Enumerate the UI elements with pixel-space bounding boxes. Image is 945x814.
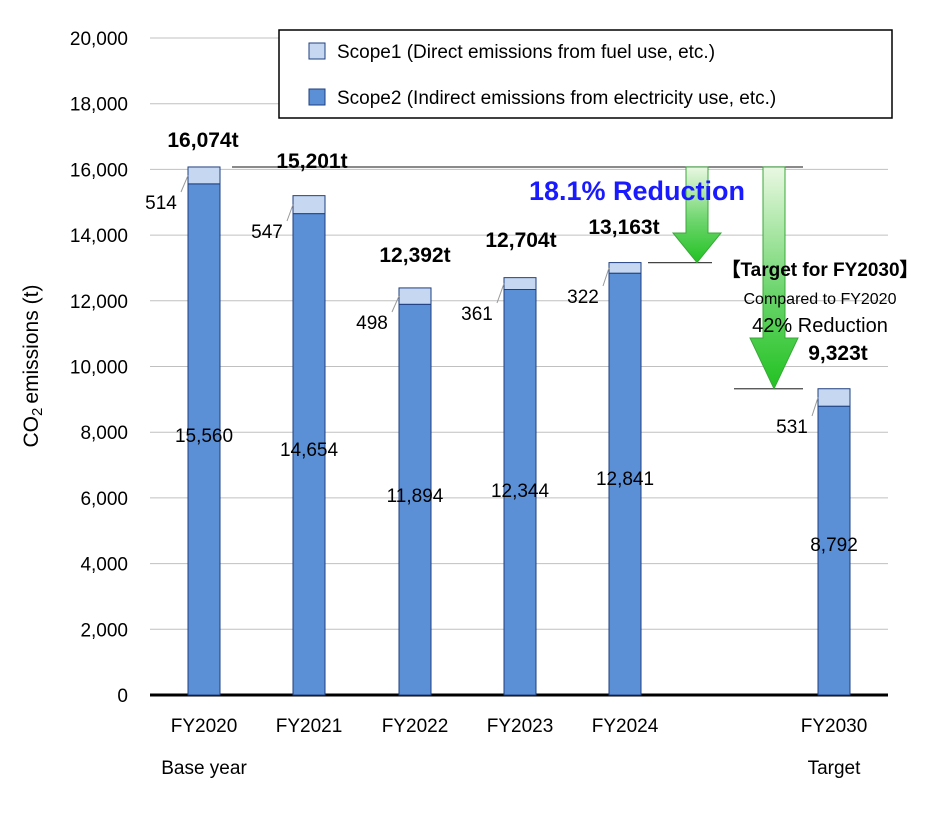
target-title: 【Target for FY2030】 (721, 258, 918, 281)
scope1-value-label: 361 (461, 304, 493, 325)
data-labels: 15,560 514 16,074t 14,654 547 15,201t 11,894 49… (145, 129, 868, 556)
bars (187, 166, 851, 696)
legend-swatch-scope2 (308, 88, 326, 106)
scope2-value-label: 14,654 (280, 440, 339, 461)
scope1-value-label: 547 (251, 222, 283, 243)
scope2-value-label: 12,841 (596, 469, 654, 490)
ylabel-word: emissions (20, 310, 43, 403)
y-tick-label: 14,000 (70, 226, 128, 247)
legend: Scope1 (Direct emissions from fuel use, … (278, 29, 893, 119)
scope1-leader-line (180, 175, 189, 193)
target-reduction: 42% Reduction (752, 315, 888, 337)
target-subtitle: Compared to FY2020 (744, 291, 897, 308)
ylabel-unit: (t) (20, 284, 43, 304)
y-tick-label: 0 (117, 686, 128, 707)
legend-label-scope2: Scope2 (Indirect emissions from electric… (337, 88, 776, 109)
scope1-value-label: 514 (145, 193, 177, 214)
y-tick-label: 20,000 (70, 29, 128, 50)
bar-scope2 (817, 405, 851, 696)
y-axis-label: CO2 emissions (t) (20, 284, 46, 447)
legend-label-scope1: Scope1 (Direct emissions from fuel use, … (337, 42, 715, 63)
bar-scope1 (608, 262, 642, 274)
bar-scope1 (817, 388, 851, 407)
ylabel-co: CO (20, 416, 43, 448)
ylabel-subscript: 2 (29, 408, 46, 416)
scope1-value-label: 531 (776, 417, 808, 438)
scope1-value-label: 498 (356, 313, 388, 334)
scope1-leader-line (811, 397, 819, 417)
bar-scope1 (292, 195, 326, 215)
total-value-label: 13,163t (588, 216, 659, 239)
total-value-label: 16,074t (167, 129, 238, 152)
total-value-label: 12,392t (379, 244, 450, 267)
bar-scope2 (398, 303, 432, 696)
x-category-label: FY2021 (276, 716, 343, 737)
x-axis-categories: FY2020 Base year FY2021 FY2022 FY2023 FY2024 F… (161, 716, 867, 779)
y-tick-label: 18,000 (70, 95, 128, 116)
y-tick-label: 2,000 (80, 620, 128, 641)
reduction-arrows (671, 166, 799, 390)
x-category-sublabel: Base year (161, 758, 247, 779)
bar-scope2 (608, 272, 642, 696)
scope1-leader-line (496, 283, 505, 304)
y-tick-label: 8,000 (80, 423, 128, 444)
y-tick-label: 10,000 (70, 358, 128, 379)
legend-swatch-scope1 (308, 42, 326, 60)
reduction-2024-arrow (671, 166, 723, 264)
total-value-label: 12,704t (485, 229, 556, 252)
y-tick-label: 16,000 (70, 160, 128, 181)
x-category-sublabel: Target (808, 758, 862, 779)
x-category-label: FY2020 (171, 716, 238, 737)
scope1-leader-line (391, 295, 400, 313)
y-tick-label: 6,000 (80, 489, 128, 510)
bar-scope2 (187, 183, 221, 696)
bar-scope1 (503, 277, 537, 290)
bar-scope1 (187, 166, 221, 185)
bar-scope1 (398, 287, 432, 305)
scope1-leader-line (602, 267, 610, 287)
legend-box (278, 29, 893, 119)
bar-scope2 (503, 288, 537, 696)
y-axis-ticks: 0 2,000 4,000 6,000 8,000 10,000 12,000 14,000 1… (70, 29, 128, 707)
x-category-label: FY2023 (487, 716, 554, 737)
scope1-leader-line (286, 204, 294, 222)
total-value-label: 15,201t (276, 150, 347, 173)
scope2-value-label: 11,894 (387, 486, 444, 507)
y-tick-label: 12,000 (70, 292, 128, 313)
total-value-label: 9,323t (808, 342, 868, 365)
x-category-label: FY2024 (592, 716, 659, 737)
bar-scope2 (292, 213, 326, 696)
x-category-label: FY2030 (801, 716, 868, 737)
scope1-value-label: 322 (567, 287, 599, 308)
y-tick-label: 4,000 (80, 555, 128, 576)
scope2-value-label: 15,560 (175, 426, 233, 447)
scope2-value-label: 12,344 (491, 481, 550, 502)
x-category-label: FY2022 (382, 716, 449, 737)
scope2-value-label: 8,792 (810, 535, 858, 556)
target-2030-arrow (749, 166, 799, 390)
reduction-2024-label: 18.1% Reduction (529, 176, 745, 206)
